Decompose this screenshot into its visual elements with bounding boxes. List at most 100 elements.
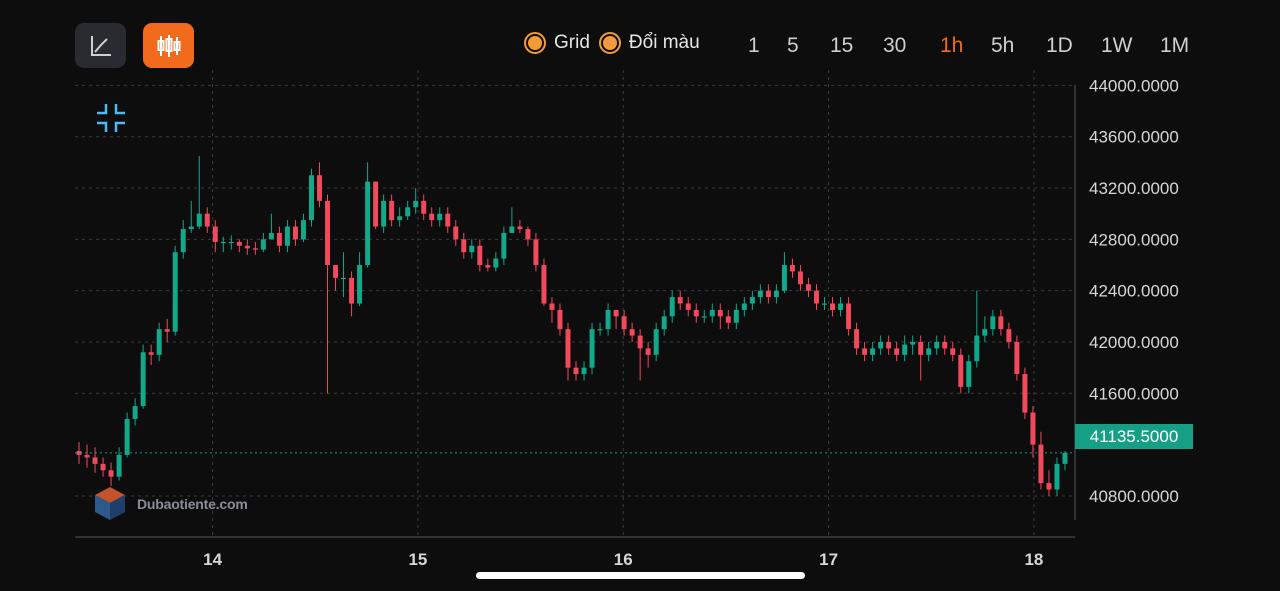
candle-body xyxy=(773,290,779,298)
candlestick-chart-button[interactable] xyxy=(143,23,194,68)
watermark: Dubaotiente.com xyxy=(93,486,248,522)
candle-body xyxy=(373,181,379,227)
candle-body xyxy=(276,232,282,246)
home-indicator[interactable] xyxy=(476,572,805,579)
color-radio-icon xyxy=(598,32,621,54)
candle-body xyxy=(317,175,322,201)
candle-body xyxy=(421,200,427,214)
candle-body xyxy=(966,361,972,387)
candle-body xyxy=(461,239,467,253)
candle-body xyxy=(196,213,202,227)
grid-toggle[interactable]: Grid xyxy=(524,32,590,54)
candle-body xyxy=(252,248,258,250)
candle-body xyxy=(325,200,330,266)
candle-body xyxy=(132,406,138,419)
candle-body xyxy=(228,241,234,244)
x-tick-label: 17 xyxy=(819,550,838,569)
y-tick-label: 43200.0000 xyxy=(1089,179,1179,198)
candle-body xyxy=(693,309,699,317)
candle-body xyxy=(525,229,531,240)
candle-body xyxy=(637,335,643,349)
color-toggle[interactable]: Đổi màu xyxy=(598,32,700,54)
candle-body xyxy=(1046,483,1052,490)
candle-body xyxy=(838,303,844,310)
candle-body xyxy=(733,309,739,323)
chart-axes: 40800.0000 41600.0000 42000.0000 42400.0000… xyxy=(75,76,1179,569)
candle-body xyxy=(902,344,908,355)
candle-body xyxy=(493,258,499,268)
candle-body xyxy=(990,316,996,330)
candle-body xyxy=(661,316,667,330)
current-price-label: 41135.5000 xyxy=(1075,424,1193,449)
candle-body xyxy=(597,329,603,331)
interval-5h[interactable]: 5h xyxy=(991,34,1015,57)
watermark-logo-icon xyxy=(95,487,125,520)
candle-body xyxy=(180,229,186,253)
interval-1h[interactable]: 1h xyxy=(940,34,964,57)
candle-body xyxy=(781,265,787,291)
candle-body xyxy=(701,316,707,318)
candle-body xyxy=(148,352,154,355)
candle-body xyxy=(397,216,403,221)
candle-body xyxy=(445,213,451,227)
interval-1d[interactable]: 1D xyxy=(1046,34,1073,57)
candle-body xyxy=(894,348,900,355)
candle-body xyxy=(830,303,836,310)
candle-body xyxy=(910,341,916,345)
candle-body xyxy=(308,175,314,221)
chart-grid xyxy=(75,70,1075,537)
candle-body xyxy=(549,303,555,310)
line-chart-button[interactable] xyxy=(75,23,126,68)
candle-body xyxy=(116,454,122,477)
watermark-text: Dubaotiente.com xyxy=(137,496,248,512)
candle-body xyxy=(413,200,419,208)
collapse-icon[interactable] xyxy=(95,102,127,134)
candle-body xyxy=(942,341,948,349)
candle-body xyxy=(1038,444,1044,484)
candle-body xyxy=(220,241,226,244)
candle-body xyxy=(405,207,411,217)
candle-body xyxy=(645,348,651,355)
x-tick-label: 14 xyxy=(203,550,222,569)
grid-toggle-label: Grid xyxy=(554,32,590,53)
candle-body xyxy=(260,239,266,250)
candle-body xyxy=(389,200,395,221)
candle-body xyxy=(365,181,371,266)
candle-body xyxy=(341,277,347,280)
interval-1m[interactable]: 1M xyxy=(1160,34,1190,57)
candle-body xyxy=(1054,463,1060,490)
candle-body xyxy=(108,470,114,477)
candle-body xyxy=(565,329,571,368)
candle-body xyxy=(717,309,723,317)
interval-1w[interactable]: 1W xyxy=(1101,34,1133,57)
x-tick-label: 15 xyxy=(408,550,427,569)
x-tick-label: 16 xyxy=(614,550,633,569)
candle-body xyxy=(918,341,924,355)
interval-15[interactable]: 15 xyxy=(830,34,854,57)
candle-body xyxy=(741,303,747,310)
candle-body xyxy=(846,303,852,330)
candle-body xyxy=(621,316,627,330)
candle-body xyxy=(765,290,771,298)
y-tick-label: 42400.0000 xyxy=(1089,282,1179,301)
interval-1[interactable]: 1 xyxy=(748,34,760,57)
y-tick-label: 42800.0000 xyxy=(1089,230,1179,249)
candle-body xyxy=(140,352,146,407)
candle-body xyxy=(1006,329,1012,342)
candle-body xyxy=(605,309,611,330)
candle-body xyxy=(453,226,459,240)
candle-body xyxy=(822,303,827,305)
candle-body xyxy=(212,226,218,242)
y-tick-label: 40800.0000 xyxy=(1089,487,1179,506)
candle-body xyxy=(357,265,363,304)
candle-body xyxy=(1014,341,1020,375)
candle-body xyxy=(709,309,715,317)
candle-body xyxy=(629,329,635,336)
toolbar: Grid Đổi màu 1 5 15 30 1h 5h 1D 1W 1M xyxy=(0,0,1280,80)
interval-30[interactable]: 30 xyxy=(883,34,907,57)
y-tick-label: 44000.0000 xyxy=(1089,76,1179,95)
y-tick-label: 41600.0000 xyxy=(1089,384,1179,403)
interval-5[interactable]: 5 xyxy=(787,34,799,57)
candle-body xyxy=(469,245,475,253)
